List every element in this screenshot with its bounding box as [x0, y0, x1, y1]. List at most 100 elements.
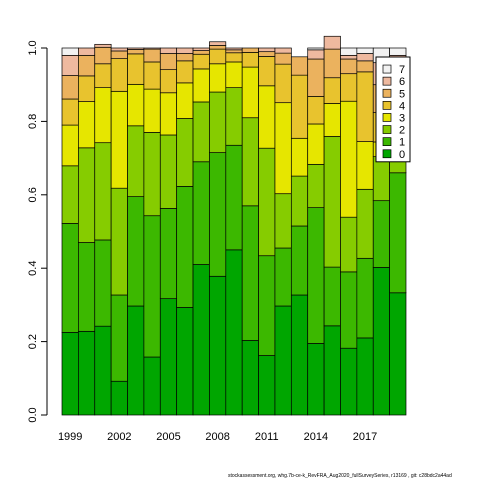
- bar-segment-2011-age-6: [258, 47, 276, 53]
- bar-segment-2001-age-6: [94, 43, 112, 48]
- bar-segment-2004-age-5: [143, 48, 161, 63]
- bar-segment-2000-age-3: [78, 101, 96, 149]
- legend-box: [375, 56, 411, 163]
- legend-swatch-7: [382, 64, 392, 74]
- x-tick-label: 2002: [107, 431, 131, 443]
- bar-segment-2009-age-2: [225, 87, 243, 146]
- bar-segment-2006-age-5: [176, 53, 194, 62]
- bar-segment-2003-age-4: [127, 53, 145, 85]
- bar-segment-2011-age-1: [258, 255, 276, 356]
- bar-segment-2011-age-0: [258, 355, 276, 416]
- bar-segment-2015-age-2: [323, 136, 341, 268]
- bar-segment-2012-age-0: [274, 305, 292, 416]
- y-axis: 0.0 0.2 0.4 0.6 0.8 1.0: [27, 40, 48, 423]
- bar-segment-2016-age-0: [340, 347, 358, 416]
- bar-segment-2001-age-5: [94, 46, 112, 65]
- bar-segment-2002-age-4: [110, 58, 128, 92]
- bar-segment-2008-age-0: [209, 275, 227, 416]
- y-tick-label: 1.0: [27, 40, 39, 55]
- bar-segment-2016-age-3: [340, 100, 358, 218]
- bar-segment-2014-age-3: [307, 123, 325, 165]
- legend-label-4: 4: [399, 100, 405, 112]
- legend-label-1: 1: [399, 137, 405, 149]
- bar-segment-2001-age-1: [94, 239, 112, 327]
- bar-segment-2016-age-5: [340, 58, 358, 75]
- bar-segment-2000-age-1: [78, 242, 96, 332]
- legend-label-7: 7: [399, 64, 405, 76]
- bar-segment-2004-age-6: [143, 47, 161, 50]
- bar-segment-2013-age-5: [290, 56, 309, 76]
- bar-segment-2012-age-1: [274, 247, 292, 307]
- bar-segment-2001-age-0: [94, 325, 112, 416]
- bar-segment-2004-age-4: [143, 61, 161, 90]
- x-tick-label: 1999: [58, 431, 82, 443]
- bar-segment-2004-age-2: [143, 132, 161, 217]
- bar-segment-2015-age-6: [323, 35, 341, 50]
- bar-segment-2006-age-6: [176, 47, 194, 54]
- bar-segment-2008-age-3: [209, 63, 227, 93]
- bar-segment-2006-age-4: [176, 60, 194, 84]
- bar-segment-2003-age-6: [127, 47, 145, 50]
- bar-segment-2006-age-1: [176, 186, 194, 308]
- bar-segment-2002-age-2: [110, 187, 128, 296]
- bar-segment-2003-age-5: [127, 49, 145, 55]
- bar-segment-2016-age-4: [340, 73, 358, 102]
- bar-segment-2000-age-2: [78, 147, 96, 243]
- bar-segment-2008-age-5: [209, 45, 227, 50]
- bar-segment-2005-age-6: [159, 47, 178, 54]
- bar-segment-2013-age-0: [290, 294, 309, 416]
- bar-segment-2006-age-3: [176, 82, 194, 119]
- bar-segment-2008-age-1: [209, 152, 227, 277]
- bar-segment-2017-age-6: [356, 53, 374, 62]
- bar-segment-2014-age-6: [307, 49, 325, 60]
- y-tick-label: 0.6: [27, 187, 39, 202]
- bar-segment-2007-age-5: [192, 50, 210, 55]
- legend-swatch-0: [382, 149, 392, 159]
- bar-segment-1999-age-3: [61, 124, 79, 167]
- bar-segment-2007-age-0: [192, 264, 210, 416]
- bar-segment-2008-age-2: [209, 91, 227, 153]
- bar-segment-2004-age-0: [143, 356, 161, 416]
- bar-segment-2014-age-0: [307, 343, 325, 416]
- bar-segment-2018-age-1: [372, 200, 390, 268]
- bar-segment-2014-age-1: [307, 207, 325, 344]
- bar-segment-2014-age-2: [307, 163, 325, 208]
- bar-segment-2000-age-0: [78, 330, 96, 416]
- bar-segment-2010-age-1: [241, 205, 259, 341]
- y-tick-label: 0.2: [27, 334, 39, 349]
- bar-segment-2017-age-1: [356, 257, 374, 339]
- bar-segment-2003-age-2: [127, 125, 145, 197]
- bar-segment-2015-age-4: [323, 77, 341, 104]
- bar-segment-2008-age-6: [209, 41, 227, 46]
- legend-swatch-3: [382, 113, 392, 122]
- bar-segment-2011-age-5: [258, 51, 276, 57]
- bar-segment-2010-age-2: [241, 117, 259, 207]
- bars-layer: [61, 35, 407, 416]
- bar-segment-2017-age-5: [356, 60, 374, 73]
- bar-segment-2002-age-3: [110, 90, 128, 189]
- bar-segment-2005-age-1: [159, 208, 178, 300]
- bar-segment-2004-age-1: [143, 215, 161, 358]
- bar-segment-1999-age-4: [61, 98, 79, 126]
- bar-segment-2010-age-0: [241, 340, 259, 416]
- bar-segment-2003-age-0: [127, 305, 145, 416]
- bar-segment-2010-age-5: [241, 47, 259, 53]
- bar-segment-2016-age-7: [340, 47, 358, 56]
- bar-segment-2001-age-2: [94, 142, 112, 241]
- bar-segment-2009-age-3: [225, 61, 243, 88]
- bar-segment-2006-age-2: [176, 118, 194, 187]
- legend-label-3: 3: [399, 112, 405, 124]
- x-tick-label: 2014: [304, 431, 328, 443]
- y-tick-label: 0.4: [27, 261, 39, 276]
- bar-segment-2011-age-3: [258, 85, 276, 149]
- bar-segment-2012-age-3: [274, 102, 292, 195]
- bar-segment-2015-age-1: [323, 266, 341, 327]
- bar-segment-2005-age-3: [159, 92, 178, 136]
- bar-segment-2000-age-4: [78, 75, 96, 102]
- bar-segment-2009-age-0: [225, 249, 243, 416]
- bar-segment-1999-age-1: [61, 223, 79, 333]
- bar-segment-2017-age-2: [356, 188, 374, 259]
- x-tick-label: 2011: [255, 431, 279, 443]
- x-tick-label: 2008: [205, 431, 229, 443]
